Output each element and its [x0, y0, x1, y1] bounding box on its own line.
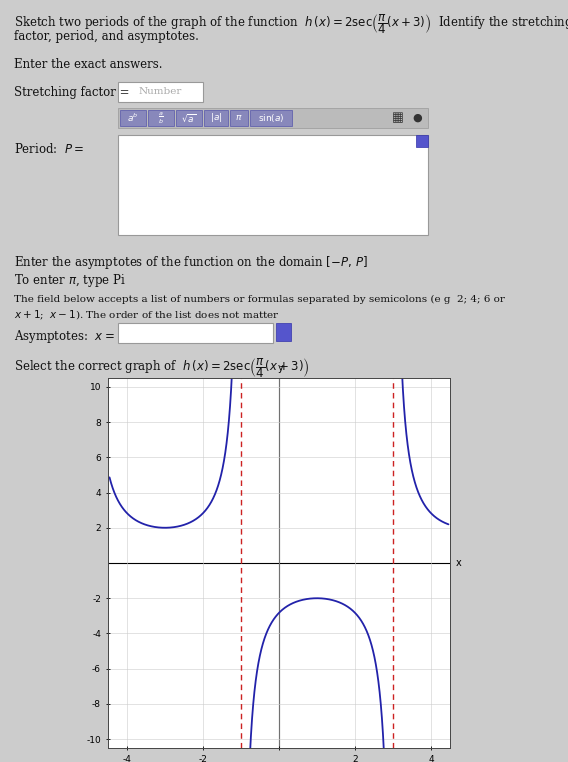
- Text: $\pi$: $\pi$: [235, 114, 243, 123]
- Text: Stretching factor =: Stretching factor =: [14, 86, 130, 99]
- FancyBboxPatch shape: [230, 110, 248, 126]
- FancyBboxPatch shape: [120, 110, 146, 126]
- Text: ●: ●: [412, 113, 422, 123]
- Text: $a^b$: $a^b$: [127, 112, 139, 124]
- Text: $\frac{a}{b}$: $\frac{a}{b}$: [158, 110, 164, 126]
- FancyBboxPatch shape: [118, 135, 428, 235]
- Text: x: x: [456, 558, 461, 568]
- Text: ▦: ▦: [392, 111, 404, 124]
- FancyBboxPatch shape: [276, 323, 291, 341]
- Text: $\sqrt{a}$: $\sqrt{a}$: [181, 112, 197, 124]
- Text: factor, period, and asymptotes.: factor, period, and asymptotes.: [14, 30, 199, 43]
- Text: The field below accepts a list of numbers or formulas separated by semicolons (e: The field below accepts a list of number…: [14, 295, 505, 304]
- FancyBboxPatch shape: [118, 108, 428, 128]
- Text: Asymptotes:  $x=$: Asymptotes: $x=$: [14, 328, 115, 345]
- Text: $x+1$;  $x-1$). The order of the list does not matter: $x+1$; $x-1$). The order of the list doe…: [14, 309, 280, 322]
- Text: Number: Number: [139, 88, 182, 97]
- FancyBboxPatch shape: [416, 135, 428, 147]
- Text: Sketch two periods of the graph of the function  $h\,(x)=2\sec\!\left(\dfrac{\pi: Sketch two periods of the graph of the f…: [14, 12, 568, 36]
- FancyBboxPatch shape: [118, 323, 273, 343]
- Text: y: y: [278, 363, 284, 373]
- Text: Enter the asymptotes of the function on the domain $[-P,\,P]$: Enter the asymptotes of the function on …: [14, 254, 368, 271]
- Text: $\sin(a)$: $\sin(a)$: [258, 112, 285, 124]
- FancyBboxPatch shape: [176, 110, 202, 126]
- Text: Enter the exact answers.: Enter the exact answers.: [14, 58, 162, 71]
- FancyBboxPatch shape: [118, 82, 203, 102]
- FancyBboxPatch shape: [250, 110, 292, 126]
- Text: $|a|$: $|a|$: [210, 111, 222, 124]
- Text: Select the correct graph of  $h\,(x)=2\sec\!\left(\dfrac{\pi}{4}(x+3)\right)$: Select the correct graph of $h\,(x)=2\se…: [14, 356, 310, 379]
- Text: To enter $\pi$, type Pi: To enter $\pi$, type Pi: [14, 272, 126, 289]
- FancyBboxPatch shape: [204, 110, 228, 126]
- Text: Period:  $P=$: Period: $P=$: [14, 142, 84, 156]
- FancyBboxPatch shape: [148, 110, 174, 126]
